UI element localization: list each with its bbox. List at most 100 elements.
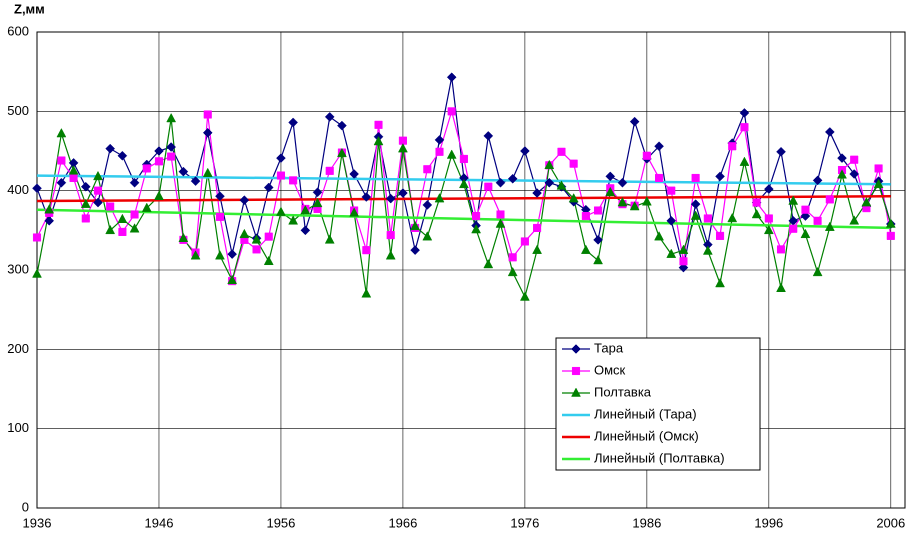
data-point [471, 224, 482, 234]
data-point [32, 183, 42, 194]
data-point [544, 159, 555, 170]
data-point [617, 197, 628, 207]
data-point [398, 188, 408, 198]
data-point [263, 255, 274, 266]
data-point [837, 153, 847, 163]
data-point [824, 127, 835, 137]
data-point [642, 151, 651, 160]
data-point [873, 178, 884, 189]
data-point [495, 218, 506, 228]
data-point [264, 232, 273, 241]
data-point [740, 123, 749, 132]
data-point [288, 117, 298, 128]
data-point [130, 210, 139, 219]
data-point [56, 177, 67, 188]
data-point [362, 246, 371, 255]
data-point [764, 214, 773, 223]
data-point [447, 107, 456, 116]
data-point [398, 143, 408, 153]
data-point [117, 150, 128, 161]
data-point [484, 182, 493, 191]
data-point [800, 211, 811, 221]
data-point [728, 142, 737, 151]
data-point [69, 173, 78, 183]
data-point [227, 274, 238, 285]
data-point [654, 231, 664, 241]
data-point [800, 228, 811, 239]
data-point [312, 187, 323, 198]
x-tick-label: 1936 [23, 515, 52, 530]
x-tick-label: 1946 [145, 515, 174, 530]
data-point [166, 112, 177, 123]
data-point [533, 223, 542, 233]
data-point [141, 202, 152, 212]
data-point [129, 223, 140, 233]
legend-marker [571, 344, 581, 354]
data-point [789, 224, 798, 233]
data-point [568, 193, 579, 203]
data-point [215, 212, 225, 221]
data-point [849, 169, 860, 179]
data-point [32, 233, 42, 242]
data-point [593, 254, 603, 265]
data-point [106, 202, 115, 211]
data-point [801, 205, 810, 214]
data-point [532, 188, 542, 198]
data-point [105, 224, 116, 235]
x-tick-label: 1976 [510, 515, 539, 530]
data-point [300, 204, 311, 215]
data-point [324, 112, 335, 122]
data-point [374, 120, 383, 129]
data-point [178, 232, 189, 243]
legend: Тара Омск Полтавка Линейный (Тара) Линейный … [555, 337, 761, 471]
data-point [752, 198, 761, 207]
y-tick-label: 0 [22, 499, 29, 514]
data-point [93, 170, 103, 181]
data-point [739, 108, 750, 118]
data-point [202, 167, 213, 177]
data-point [886, 231, 895, 240]
data-point [605, 186, 616, 197]
series-line [36, 77, 892, 268]
data-point [715, 171, 725, 182]
data-point [629, 116, 640, 127]
data-point [458, 178, 469, 189]
trend-line [36, 194, 891, 203]
data-point [385, 250, 396, 260]
data-point [386, 231, 395, 240]
data-point [289, 176, 298, 185]
data-point [385, 193, 396, 204]
legend-label: Линейный (Омск) [594, 428, 699, 443]
data-point [337, 120, 347, 131]
legend-marker [571, 387, 581, 397]
x-tick-label: 2006 [876, 515, 905, 530]
data-point [654, 141, 664, 152]
x-tick-label: 1986 [632, 515, 661, 530]
data-point [142, 164, 151, 173]
data-point [373, 135, 384, 146]
data-point [483, 258, 494, 269]
x-tick-label: 1956 [266, 515, 295, 530]
data-point [850, 155, 859, 164]
data-point [434, 193, 445, 203]
data-point [129, 177, 140, 188]
data-point [202, 127, 213, 138]
data-point [812, 175, 823, 186]
data-point [312, 197, 323, 208]
data-point [763, 184, 774, 194]
legend-label: Тара [594, 340, 624, 355]
data-point [678, 244, 689, 254]
data-point [702, 245, 713, 255]
data-point [276, 171, 285, 180]
data-point [80, 198, 91, 208]
data-point [154, 146, 164, 156]
data-point [837, 169, 847, 179]
data-point [276, 206, 286, 216]
data-point [861, 197, 872, 207]
data-point [739, 156, 750, 166]
data-point [410, 220, 421, 231]
data-point [629, 200, 640, 211]
data-point [472, 212, 481, 221]
data-point [690, 199, 701, 210]
